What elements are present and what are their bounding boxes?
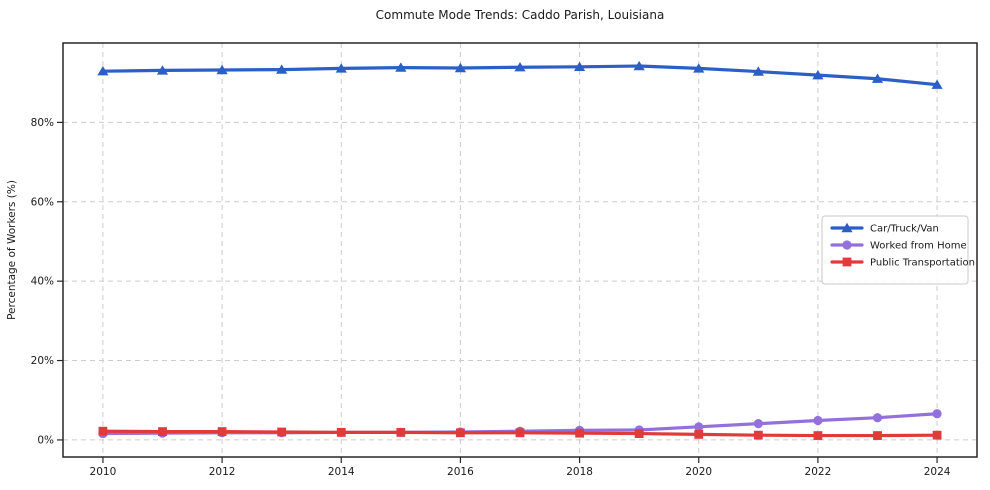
y-axis-label: Percentage of Workers (%) [6,180,18,320]
data-point-car-truck-van [693,63,705,73]
x-axis: 2010 2012 2014 2016 2018 2020 2022 2024 [90,457,951,478]
legend-label-public-transportation: Public Transportation [870,258,975,269]
data-point-public-transportation [515,428,525,438]
data-point-public-transportation [336,427,346,437]
y-tick-label: 40% [31,276,54,288]
data-point-car-truck-van [395,62,407,72]
y-axis: 0% 20% 40% 60% 80% [31,117,63,446]
y-tick-label: 20% [31,355,54,367]
data-point-public-transportation [873,431,882,440]
data-point-public-transportation [158,427,167,436]
legend-label-worked-from-home: Worked from Home [870,241,967,252]
x-tick-label: 2014 [328,466,355,478]
chart-title: Commute Mode Trends: Caddo Parish, Louis… [375,8,665,22]
data-point-public-transportation [575,428,584,438]
data-point-worked-from-home [872,413,883,423]
data-point-car-truck-van [573,61,586,72]
data-point-car-truck-van [97,65,109,76]
y-tick-label: 0% [37,434,54,446]
data-point-worked-from-home [694,422,704,432]
x-tick-label: 2018 [566,466,593,478]
x-tick-label: 2012 [209,466,236,478]
x-tick-label: 2022 [805,466,832,478]
series-markers-car-truck-van [97,60,943,89]
x-tick-label: 2020 [685,466,712,478]
data-point-car-truck-van [812,69,824,80]
data-point-public-transportation [277,427,287,437]
data-point-public-transportation [217,427,227,436]
data-point-public-transportation [456,428,465,438]
data-point-car-truck-van [752,66,764,76]
data-point-public-transportation [813,431,823,440]
legend: Car/Truck/Van Worked from Home Public Tran… [821,215,975,285]
data-point-car-truck-van [514,62,526,72]
x-tick-label: 2016 [447,466,474,478]
series-car-truck-van [97,60,943,89]
data-point-car-truck-van [276,64,288,74]
legend-swatch-marker-car-truck-van [841,222,853,233]
legend-label-car-truck-van: Car/Truck/Van [870,224,939,235]
data-point-car-truck-van [633,60,645,71]
data-point-worked-from-home [753,419,763,429]
data-point-car-truck-van [335,63,347,73]
data-point-public-transportation [932,430,942,440]
plot-border [62,42,978,458]
grid [63,43,977,457]
x-tick-label: 2010 [90,466,117,478]
data-point-public-transportation [396,427,406,437]
data-point-car-truck-van [216,64,228,75]
data-point-car-truck-van [871,73,884,83]
legend-swatch-marker-public-transportation [842,257,852,267]
x-tick-label: 2024 [924,466,951,478]
data-point-public-transportation [98,426,108,436]
series-markers-public-transportation [98,426,942,440]
data-point-car-truck-van [931,79,943,89]
data-point-public-transportation [634,429,644,438]
legend-swatch-marker-worked-from-home [842,240,852,250]
legend-box [821,215,969,285]
series-public-transportation [98,426,942,440]
data-point-car-truck-van [156,65,169,75]
plot-area: 2010 2012 2014 2016 2018 2020 2022 2024 0% 20% 40%… [31,42,978,478]
data-point-worked-from-home [813,415,823,426]
y-tick-label: 80% [31,117,54,129]
data-point-public-transportation [753,430,763,440]
data-point-car-truck-van [454,62,467,73]
data-point-worked-from-home [932,409,942,419]
data-point-public-transportation [694,429,704,439]
y-tick-label: 60% [31,196,54,208]
